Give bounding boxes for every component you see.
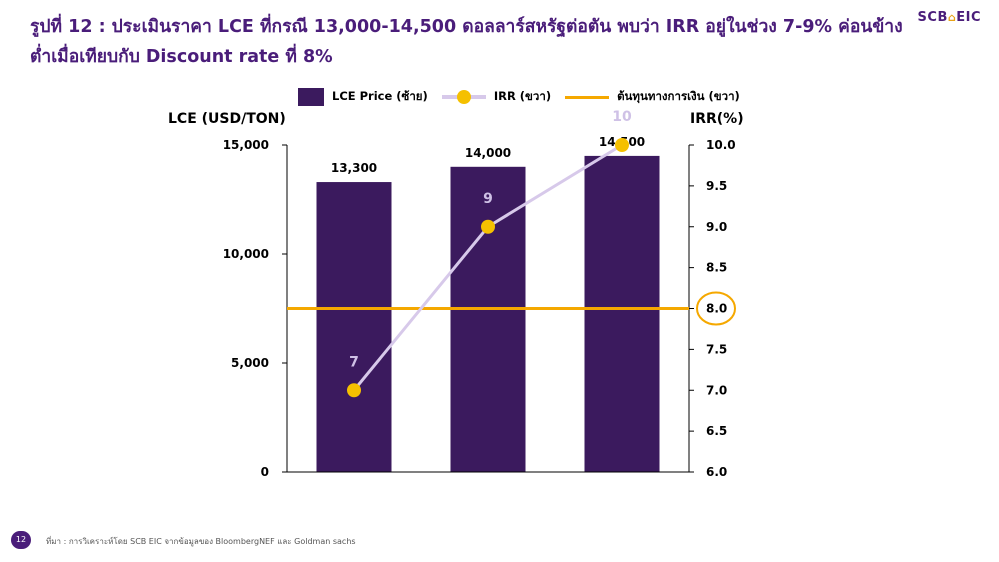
legend-label-irr: IRR (ขวา) xyxy=(493,89,552,103)
right-tick-label: 10.0 xyxy=(706,138,736,152)
right-tick-label: 9.5 xyxy=(706,179,727,193)
legend-bar-swatch xyxy=(298,88,324,106)
left-tick-label: 15,000 xyxy=(223,138,269,152)
irr-point xyxy=(347,383,361,398)
page-number: 12 xyxy=(11,531,31,549)
bar-data-label: 13,300 xyxy=(331,161,377,175)
right-tick-label: 8.0 xyxy=(706,302,727,316)
discount-rate-highlight-circle xyxy=(696,291,736,326)
source-note: ที่มา : การวิเคราะห์โดย SCB EIC จากข้อมู… xyxy=(46,537,356,546)
right-tick-label: 6.5 xyxy=(706,424,727,438)
brand-logo: SCB⌂EIC xyxy=(918,10,981,25)
irr-data-label: 9 xyxy=(483,191,493,207)
brand-roof-icon: ⌂ xyxy=(947,11,957,24)
legend-item-irr: IRR (ขวา) xyxy=(441,88,552,106)
legend-hline-swatch xyxy=(565,95,610,99)
y-axis-title: LCE (USD/TON) xyxy=(168,111,286,127)
right-tick-label: 8.5 xyxy=(706,261,727,275)
left-tick-label: 5,000 xyxy=(231,356,269,370)
right-tick-label: 7.5 xyxy=(706,342,727,356)
legend-label-cost: ต้นทุนทางการเงิน (ขวา) xyxy=(617,89,740,103)
page-title: รูปที่ 12 : ประเมินราคา LCE ที่กรณี 13,0… xyxy=(30,17,903,67)
legend-label-lce: LCE Price (ซ้าย) xyxy=(332,89,428,103)
irr-point xyxy=(615,138,629,152)
bar-lce-price xyxy=(584,155,660,472)
bar-lce-price xyxy=(450,166,526,473)
bar-lce-price xyxy=(316,182,392,472)
legend-line-swatch xyxy=(441,90,486,104)
brand-eic: EIC xyxy=(956,10,981,25)
irr-point xyxy=(481,219,495,234)
right-tick-label: 9.0 xyxy=(706,220,727,234)
irr-data-label: 7 xyxy=(349,354,359,370)
brand-scb: SCB xyxy=(917,10,948,25)
legend-item-lce: LCE Price (ซ้าย) xyxy=(298,88,428,106)
chart-legend: LCE Price (ซ้าย) IRR (ขวา) ต้นทุนทางการเ… xyxy=(298,88,754,106)
bar-data-label: 14,000 xyxy=(465,146,511,160)
right-tick-label: 6.0 xyxy=(706,465,727,479)
legend-marker-swatch xyxy=(456,90,471,104)
y2-axis-title: IRR(%) xyxy=(690,111,744,127)
right-tick-label: 7.0 xyxy=(706,383,727,397)
legend-item-cost: ต้นทุนทางการเงิน (ขวา) xyxy=(565,88,740,106)
left-tick-label: 0 xyxy=(261,465,269,479)
left-tick-label: 10,000 xyxy=(223,247,269,261)
irr-data-label: 10 xyxy=(612,109,632,125)
